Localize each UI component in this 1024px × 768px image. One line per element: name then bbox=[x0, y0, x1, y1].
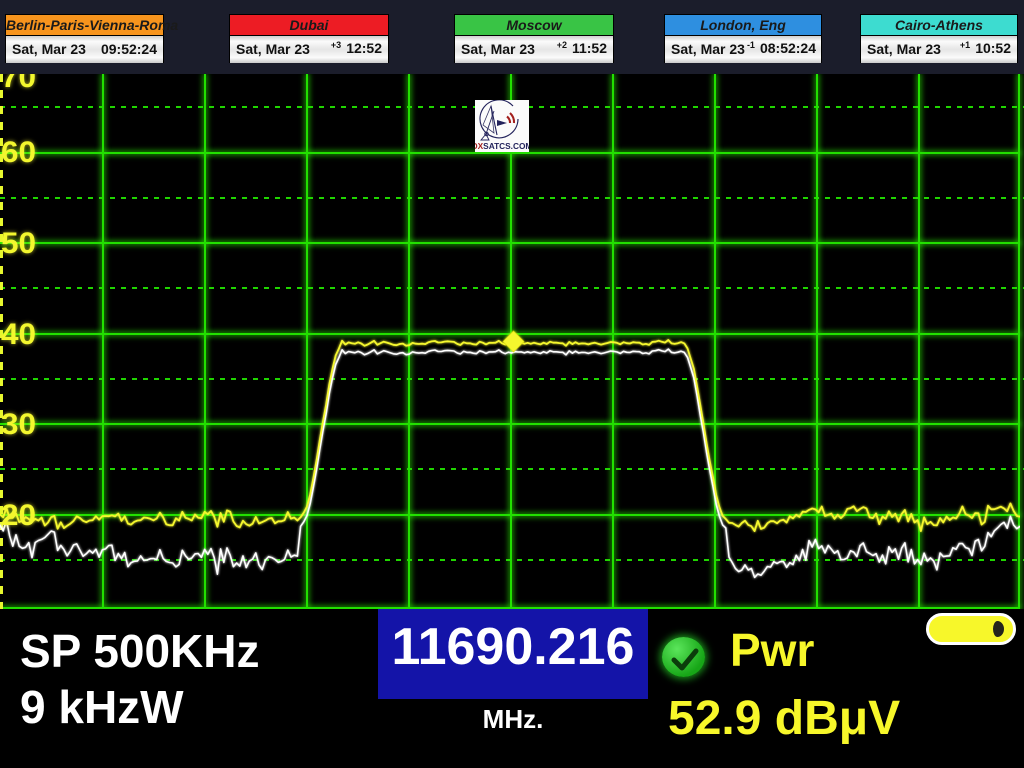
svg-text:DXSATCS.COM: DXSATCS.COM bbox=[475, 141, 529, 151]
